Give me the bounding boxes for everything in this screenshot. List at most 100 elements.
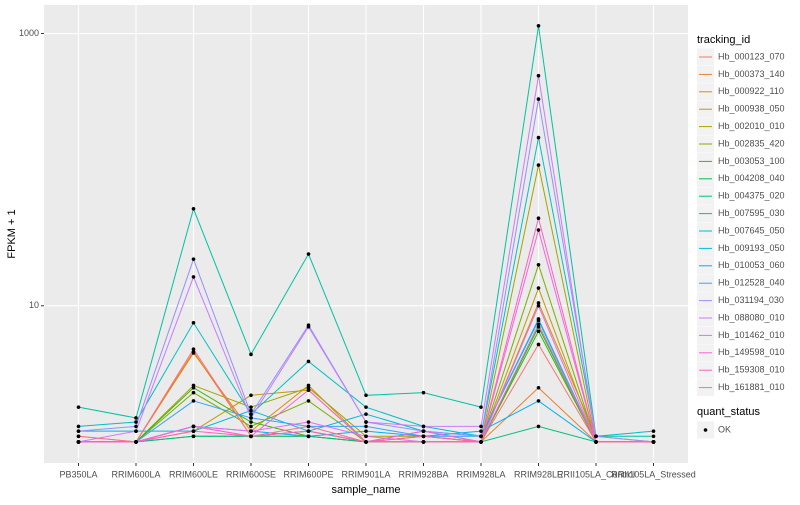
data-point xyxy=(651,440,656,444)
x-tick-label: RRII105LA_Control xyxy=(557,469,635,479)
legend-label: Hb_007645_050 xyxy=(718,225,785,235)
legend-label: OK xyxy=(718,424,731,434)
data-point xyxy=(191,424,196,429)
data-point xyxy=(306,359,311,364)
data-point xyxy=(594,440,598,444)
data-point xyxy=(536,135,541,140)
data-point xyxy=(536,73,541,78)
data-point xyxy=(249,405,253,409)
legend-label: Hb_003053_100 xyxy=(718,156,785,166)
data-point xyxy=(536,329,541,334)
data-point xyxy=(76,405,81,409)
data-point xyxy=(134,424,138,429)
legend-label: Hb_009193_050 xyxy=(718,243,785,253)
data-point xyxy=(536,216,541,220)
x-tick-label: RRIM600SE xyxy=(226,469,276,479)
data-point xyxy=(536,342,541,347)
data-point xyxy=(249,352,253,357)
legend-label: Hb_000123_070 xyxy=(718,51,785,61)
data-point xyxy=(76,440,81,444)
data-point xyxy=(536,286,541,290)
data-point xyxy=(536,399,541,403)
data-point xyxy=(306,388,311,392)
data-point xyxy=(421,390,426,395)
legend-label: Hb_000922_110 xyxy=(718,86,784,96)
legend-title: quant_status xyxy=(697,406,760,418)
legend-label: Hb_004208_040 xyxy=(718,173,785,183)
data-point xyxy=(76,434,81,439)
data-point xyxy=(306,424,311,429)
legend-label: Hb_002835_420 xyxy=(718,138,785,148)
legend-label: Hb_007595_030 xyxy=(718,208,785,218)
data-point xyxy=(479,429,483,433)
x-tick-label: RRIM928BA xyxy=(398,469,448,479)
legend-label: Hb_000938_050 xyxy=(718,104,785,114)
legend-label: Hb_010053_060 xyxy=(718,260,785,270)
data-point xyxy=(364,393,368,398)
data-point xyxy=(594,434,598,439)
data-point xyxy=(306,434,311,439)
y-axis-title: FPKM + 1 xyxy=(6,209,18,258)
data-point xyxy=(191,206,196,211)
data-point xyxy=(249,408,253,413)
data-point xyxy=(191,399,196,403)
data-point xyxy=(134,440,138,444)
x-tick-label: RRIM928LE xyxy=(514,469,563,479)
data-point xyxy=(191,390,196,395)
data-point xyxy=(134,429,138,433)
data-point xyxy=(536,325,541,329)
data-point xyxy=(479,405,483,409)
data-point xyxy=(249,424,253,429)
x-tick-label: PB350LA xyxy=(59,469,97,479)
x-tick-label: RRII105LA_Stressed xyxy=(611,469,696,479)
data-point xyxy=(651,429,656,433)
x-tick-label: RRIM600LA xyxy=(111,469,160,479)
legend-label: Hb_000373_140 xyxy=(718,69,785,79)
data-point xyxy=(364,424,368,429)
data-point xyxy=(364,429,368,433)
y-tick-label: 10 xyxy=(29,300,39,310)
data-point xyxy=(191,320,196,325)
legend-label: Hb_004375_020 xyxy=(718,191,785,201)
legend-label: Hb_101462_010 xyxy=(718,330,785,340)
points xyxy=(76,23,656,444)
data-point xyxy=(191,351,196,355)
data-point xyxy=(421,424,426,429)
data-point xyxy=(191,257,196,261)
data-point xyxy=(306,420,311,424)
legend-label: Hb_031194_030 xyxy=(718,295,784,305)
data-point xyxy=(479,424,483,429)
data-point xyxy=(364,440,368,444)
data-point xyxy=(364,405,368,409)
data-point xyxy=(536,322,541,327)
x-tick-label: RRIM928LA xyxy=(456,469,505,479)
legend-title: tracking_id xyxy=(697,34,750,46)
data-point xyxy=(421,429,426,433)
legend-label: Hb_149598_010 xyxy=(718,347,785,357)
data-point xyxy=(249,420,253,424)
data-point xyxy=(421,434,426,439)
x-axis-title: sample_name xyxy=(331,484,400,496)
legend-label: Hb_002010_010 xyxy=(718,121,785,131)
data-point xyxy=(249,393,253,398)
data-point xyxy=(191,275,196,279)
y-tick-label: 1000 xyxy=(19,28,39,38)
data-point xyxy=(536,301,541,305)
data-point xyxy=(249,434,253,439)
data-point xyxy=(191,434,196,439)
legend-label: Hb_159308_010 xyxy=(718,365,785,375)
data-point xyxy=(76,429,81,433)
data-point xyxy=(191,429,196,433)
data-point xyxy=(134,420,138,424)
data-point xyxy=(421,440,426,444)
legend-label: Hb_161881_010 xyxy=(718,382,785,392)
data-point xyxy=(536,23,541,28)
data-point xyxy=(536,97,541,101)
data-point xyxy=(249,416,253,420)
data-point xyxy=(536,163,541,167)
data-point xyxy=(536,317,541,321)
data-point xyxy=(191,347,196,351)
legend-label: Hb_012528_040 xyxy=(718,278,785,288)
